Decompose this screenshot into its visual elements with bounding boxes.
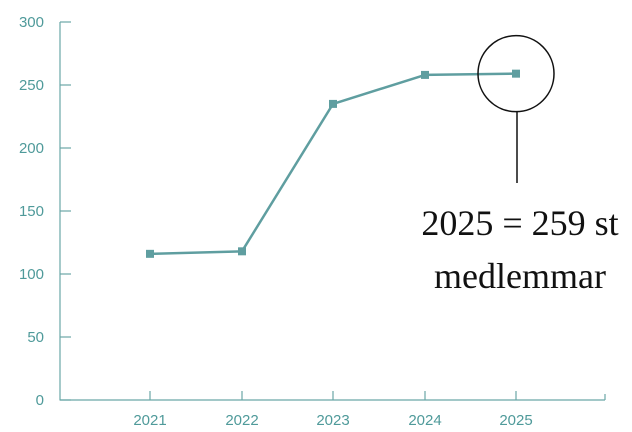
y-tick-label: 250 — [19, 77, 44, 94]
data-point — [512, 69, 520, 78]
annotation-group: 2025 = 259 st medlemmar — [421, 34, 619, 296]
x-tick-label: 2021 — [133, 412, 166, 429]
x-tick-label: 2023 — [316, 412, 349, 429]
data-point — [329, 99, 337, 108]
y-tick-label: 300 — [19, 14, 44, 31]
data-point — [146, 249, 154, 258]
x-tick-label: 2022 — [225, 412, 258, 429]
y-tick-label: 150 — [19, 203, 44, 220]
y-axis-ticks: 0 50 100 150 200 250 300 — [19, 14, 71, 409]
y-tick-label: 200 — [19, 140, 44, 157]
annotation-text-line-2: medlemmar — [434, 256, 606, 296]
y-tick-label: 100 — [19, 266, 44, 283]
y-tick-label: 0 — [36, 392, 44, 409]
annotation-text-line-1: 2025 = 259 st — [421, 203, 618, 243]
x-tick-label: 2025 — [499, 412, 532, 429]
data-point — [238, 247, 246, 256]
x-tick-label: 2024 — [408, 412, 441, 429]
y-tick-label: 50 — [27, 329, 44, 346]
series-group — [146, 69, 520, 258]
x-axis-ticks: 2021 2022 2023 2024 2025 — [133, 391, 533, 429]
annotation-circle — [477, 34, 555, 113]
data-point — [421, 70, 429, 79]
